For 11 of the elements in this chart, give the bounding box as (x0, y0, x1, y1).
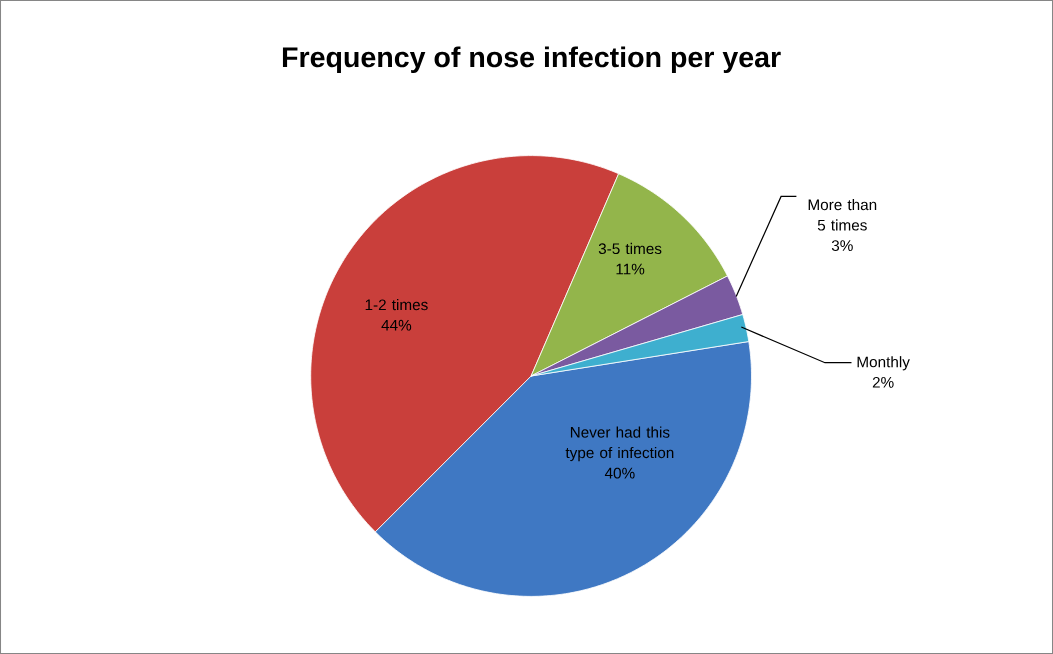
data-label: 40% (604, 467, 635, 479)
slice-label: 3-5 times (598, 242, 662, 255)
data-label: 11% (616, 263, 645, 275)
slice-label: Never had this type of infection (565, 426, 674, 462)
slice-label: More than 5 times (808, 198, 877, 231)
data-label: 3% (831, 240, 853, 251)
chart-title: Frequency of nose infection per year (282, 46, 781, 73)
data-label: 44% (381, 319, 412, 331)
slice-label: Monthly (857, 356, 910, 371)
slice-label: 1-2 times (365, 298, 428, 311)
data-label: 2% (872, 376, 894, 388)
